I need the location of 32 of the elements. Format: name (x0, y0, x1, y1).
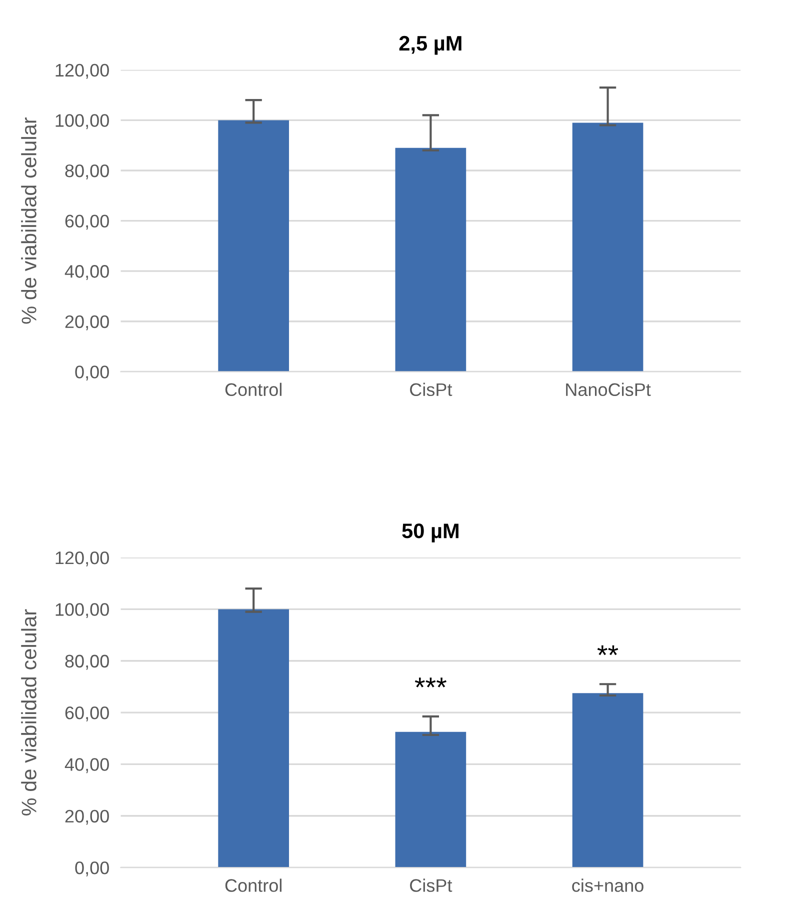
x-tick-label: Control (225, 382, 282, 396)
y-tick-label: 40,00 (64, 265, 109, 280)
x-tick-label: CisPt (410, 382, 452, 396)
x-tick-label: Control (225, 878, 282, 892)
y-tick-label: 60,00 (65, 214, 109, 230)
y-axis-title: % de viabilidad celular (21, 117, 36, 324)
chart-title: 50 µM (402, 524, 458, 542)
y-tick-label: 80,00 (65, 164, 109, 180)
bar (218, 120, 289, 372)
bar (395, 148, 466, 372)
y-tick-label: 60,00 (65, 706, 109, 722)
bar (395, 732, 466, 868)
y-tick-label: 0,00 (75, 861, 109, 876)
annotation: *** (414, 678, 446, 688)
bar (572, 693, 644, 868)
y-tick-label: 0,00 (75, 366, 109, 381)
x-tick-label: cis+nano (572, 878, 644, 892)
y-tick-label: 20,00 (65, 810, 109, 825)
y-tick-label: 120,00 (56, 64, 109, 79)
x-tick-label: NanoCisPt (566, 382, 651, 396)
y-tick-label: 20,00 (65, 315, 109, 330)
y-tick-label: 120,00 (56, 551, 109, 566)
bar (218, 609, 289, 868)
y-tick-label: 100,00 (56, 603, 109, 618)
y-tick-label: 80,00 (65, 654, 109, 670)
y-axis-title: % de viabilidad celular (21, 609, 36, 816)
y-tick-label: 100,00 (56, 114, 109, 130)
x-tick-label: CisPt (410, 878, 452, 892)
chart-title: 2,5 µM (399, 36, 462, 55)
bar (572, 122, 644, 372)
y-tick-label: 40,00 (64, 758, 109, 774)
annotation: ** (597, 645, 618, 656)
